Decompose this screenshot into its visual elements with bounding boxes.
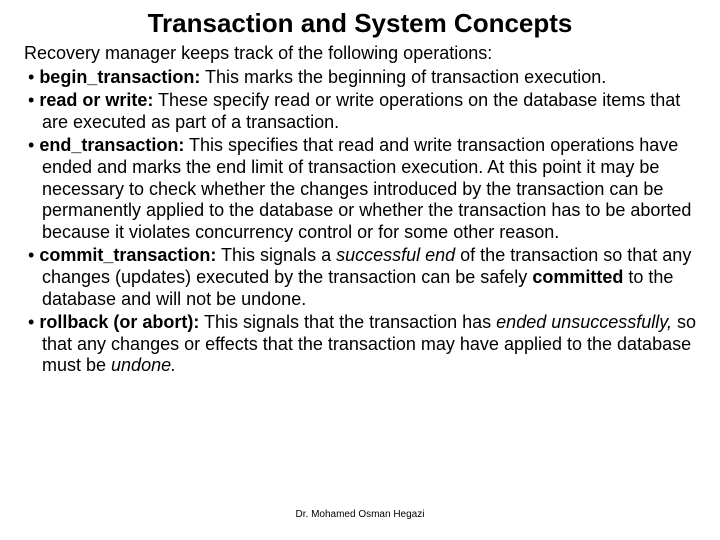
slide-title: Transaction and System Concepts	[24, 8, 696, 39]
bullet-begin-transaction: begin_transaction: This marks the beginn…	[24, 67, 696, 89]
bullet-end-transaction: end_transaction: This specifies that rea…	[24, 135, 696, 243]
italic-successful-end: successful end	[336, 245, 455, 265]
intro-text: Recovery manager keeps track of the foll…	[24, 43, 696, 65]
bullet-commit-transaction: commit_transaction: This signals a succe…	[24, 245, 696, 310]
footer-author: Dr. Mohamed Osman Hegazi	[0, 509, 720, 520]
italic-ended-unsuccessfully: ended unsuccessfully,	[496, 312, 672, 332]
desc-part1: This signals that the transaction has	[199, 312, 496, 332]
term: commit_transaction:	[39, 245, 216, 265]
italic-undone: undone.	[111, 355, 176, 375]
bullet-rollback: rollback (or abort): This signals that t…	[24, 312, 696, 377]
bold-committed: committed	[532, 267, 623, 287]
slide: Transaction and System Concepts Recovery…	[0, 0, 720, 540]
desc-part1: This signals a	[216, 245, 336, 265]
term: rollback (or abort):	[39, 312, 199, 332]
desc: This marks the beginning of transaction …	[200, 67, 606, 87]
bullet-read-write: read or write: These specify read or wri…	[24, 90, 696, 133]
bullet-list: begin_transaction: This marks the beginn…	[24, 67, 696, 377]
term: read or write:	[39, 90, 153, 110]
term: begin_transaction:	[39, 67, 200, 87]
term: end_transaction:	[39, 135, 184, 155]
